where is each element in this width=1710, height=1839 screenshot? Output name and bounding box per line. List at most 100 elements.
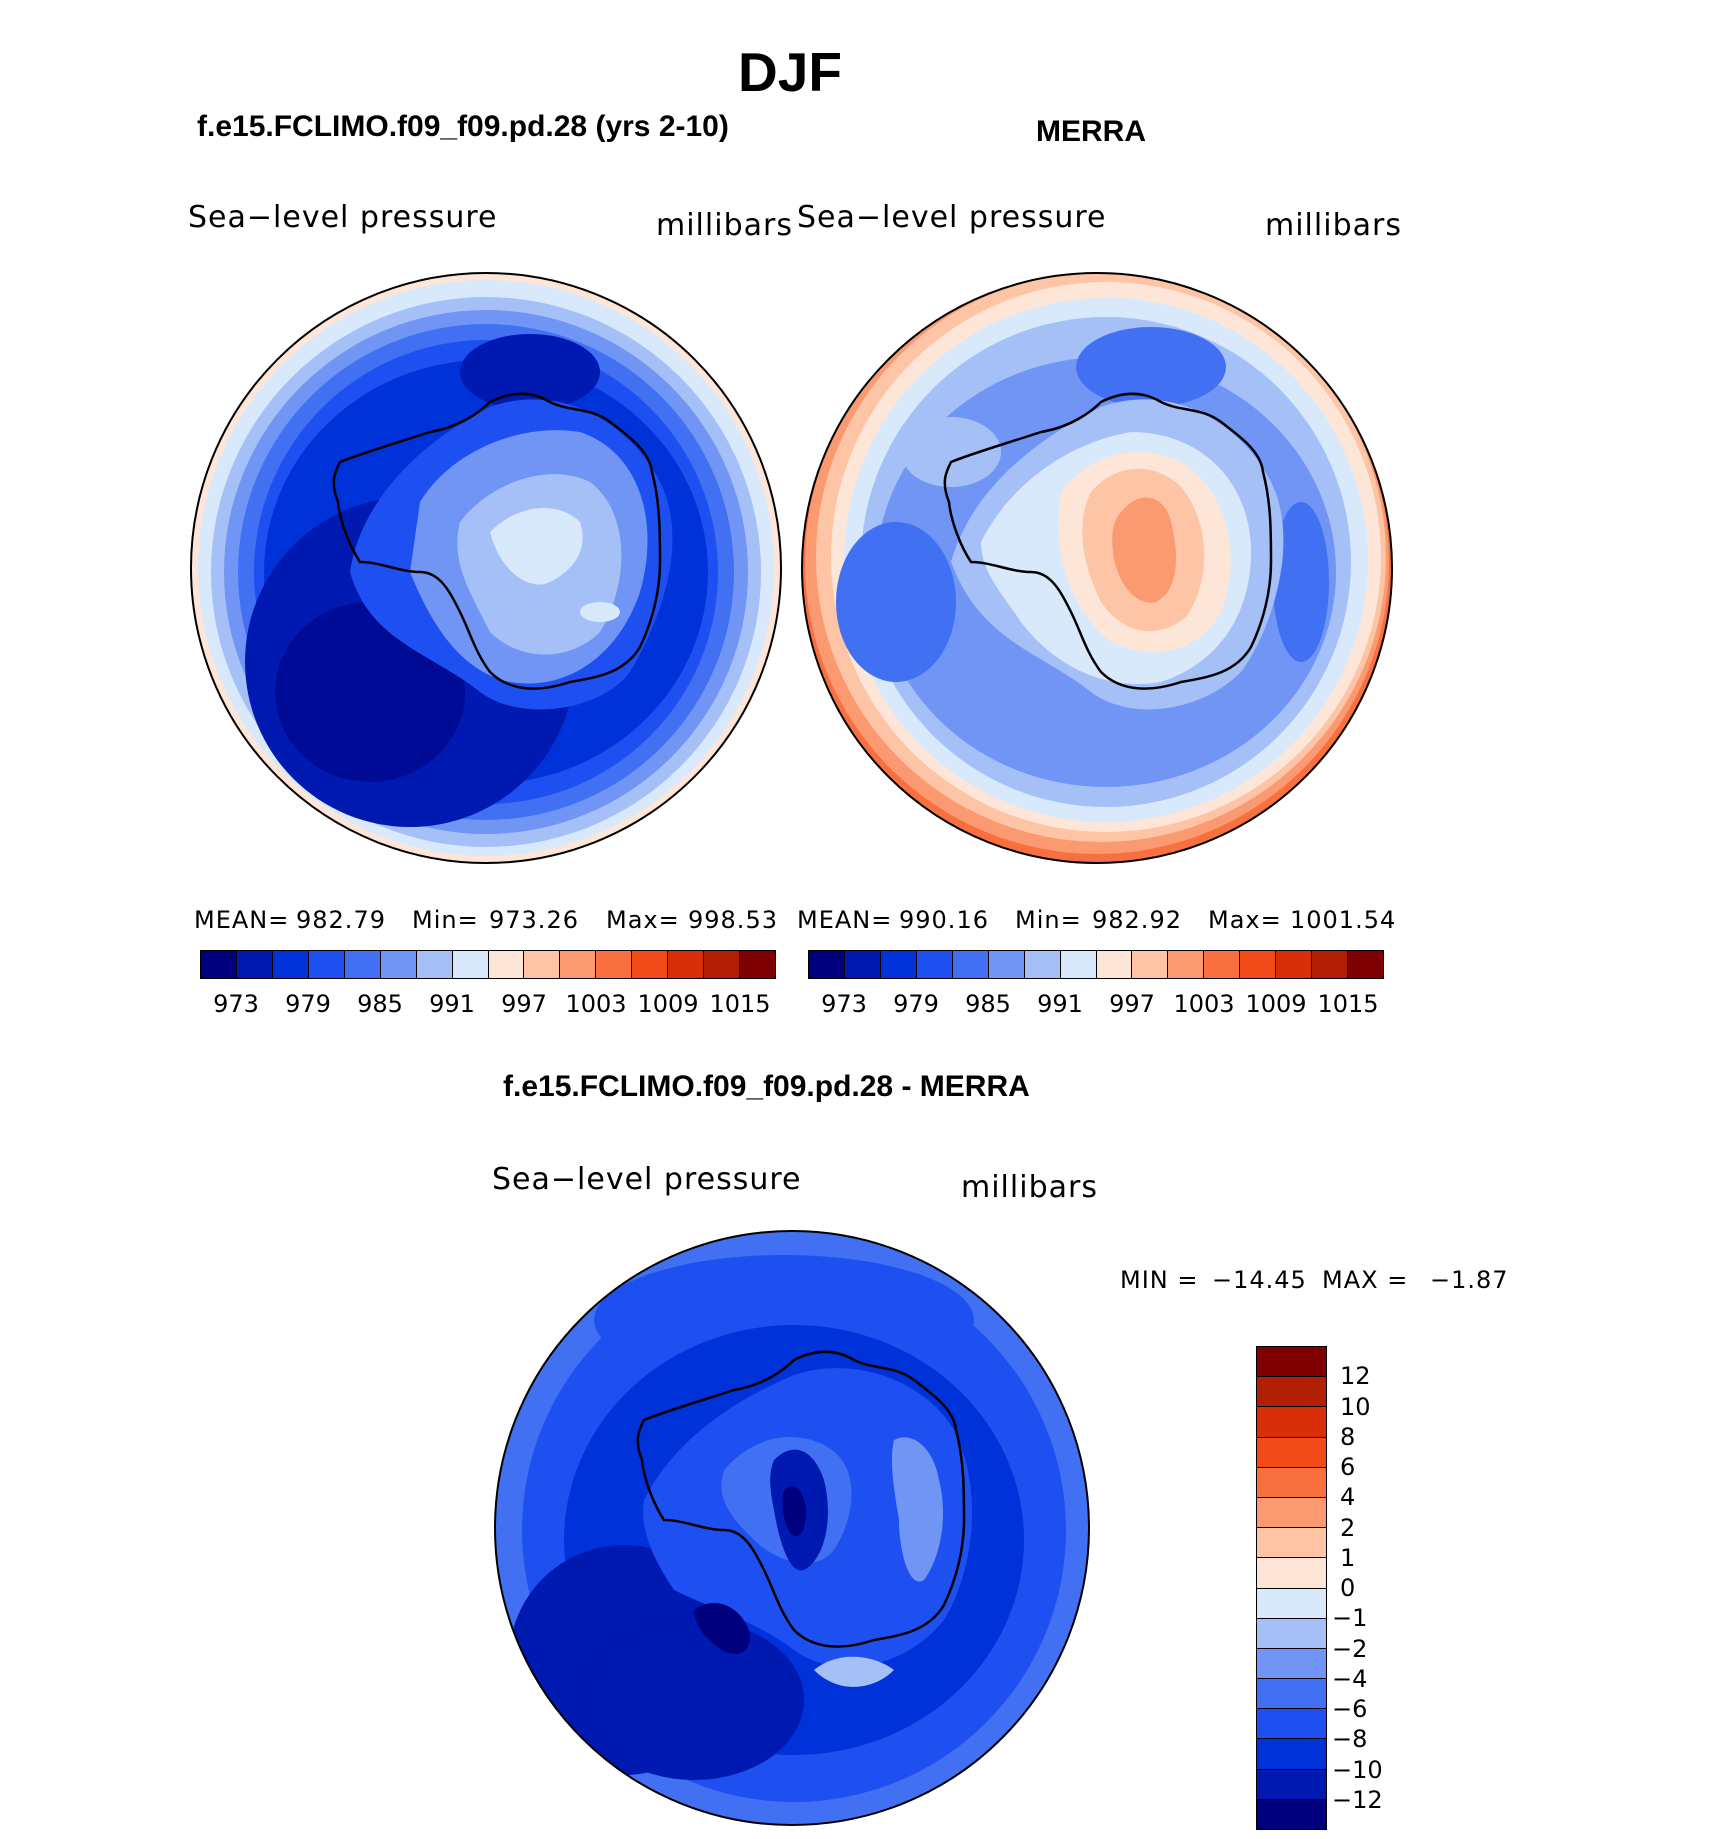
colorbar-cell — [1257, 1407, 1326, 1438]
colorbar-cell — [452, 951, 489, 978]
colorbar-cell — [1096, 951, 1133, 978]
colorbar-cell — [809, 951, 845, 978]
panel2-stats: MEAN= 990.16 Min= 982.92 Max= 1001.54 — [797, 906, 1397, 936]
colorbar-tick-label: 973 — [821, 990, 867, 1018]
colorbar-cell — [1257, 1588, 1326, 1619]
colorbar-tick-label: 991 — [429, 990, 475, 1018]
colorbar-tick-label: −2 — [1332, 1634, 1368, 1663]
colorbar-cell — [844, 951, 881, 978]
colorbar-tick-label: 1003 — [1173, 990, 1235, 1018]
colorbar-cell — [1257, 1739, 1326, 1770]
panel3-units-label: millibars — [961, 1170, 1098, 1205]
panel1-min-value: 973.26 — [489, 906, 579, 934]
colorbar-tick-label: 1 — [1340, 1543, 1356, 1572]
colorbar-cell — [952, 951, 989, 978]
colorbar-tick-label: 991 — [1037, 990, 1083, 1018]
panel2-map — [801, 272, 1393, 864]
colorbar-tick-label: 12 — [1340, 1362, 1371, 1391]
panel1-units-label: millibars — [656, 208, 793, 243]
colorbar-cell — [1257, 1467, 1326, 1498]
panel3-max-label: MAX = — [1322, 1266, 1409, 1294]
panel2-colorbar — [808, 950, 1384, 979]
colorbar-tick-label: 997 — [501, 990, 547, 1018]
colorbar-cell — [1132, 951, 1169, 978]
colorbar-tick-label: 997 — [1109, 990, 1155, 1018]
colorbar-cell — [1312, 951, 1349, 978]
panel1-colorbar — [200, 950, 776, 979]
colorbar-tick-label: 10 — [1340, 1392, 1371, 1421]
colorbar-tick-label: 1015 — [1317, 990, 1379, 1018]
colorbar-tick-label: −10 — [1332, 1755, 1383, 1784]
colorbar-tick-label: −1 — [1332, 1604, 1368, 1633]
colorbar-cell — [1257, 1377, 1326, 1408]
colorbar-tick-label: 985 — [357, 990, 403, 1018]
colorbar-tick-label: 973 — [213, 990, 259, 1018]
panel2-mean-value: 990.16 — [899, 906, 989, 934]
panel3-variable-label: Sea−level pressure — [492, 1162, 802, 1197]
panel1-min-label: Min= — [412, 906, 479, 934]
colorbar-cell — [880, 951, 917, 978]
panel3-map — [494, 1230, 1090, 1826]
panel1-max-value: 998.53 — [688, 906, 778, 934]
colorbar-cell — [1257, 1648, 1326, 1680]
panel1-map — [190, 272, 782, 864]
panel2-units-label: millibars — [1265, 208, 1402, 243]
panel2-mean-label: MEAN= — [797, 906, 893, 934]
colorbar-tick-label: 4 — [1340, 1483, 1356, 1512]
colorbar-cell — [1168, 951, 1205, 978]
colorbar-cell — [988, 951, 1025, 978]
colorbar-cell — [1257, 1618, 1326, 1649]
figure-title: DJF — [738, 41, 842, 103]
panel2-max-label: Max= — [1208, 906, 1282, 934]
colorbar-cell — [1257, 1347, 1326, 1378]
panel1-max-label: Max= — [606, 906, 680, 934]
colorbar-cell — [1257, 1769, 1326, 1800]
colorbar-cell — [740, 951, 775, 978]
colorbar-cell — [704, 951, 741, 978]
panel3-max-value: −1.87 — [1430, 1266, 1509, 1294]
colorbar-cell — [1240, 951, 1277, 978]
panel2-title: MERRA — [1036, 115, 1146, 148]
colorbar-cell — [596, 951, 633, 978]
panel3-title: f.e15.FCLIMO.f09_f09.pd.28 - MERRA — [503, 1070, 1030, 1103]
colorbar-cell — [1257, 1437, 1326, 1468]
colorbar-tick-label: 1003 — [565, 990, 627, 1018]
colorbar-cell — [1276, 951, 1313, 978]
colorbar-cell — [524, 951, 561, 978]
colorbar-tick-label: 979 — [285, 990, 331, 1018]
panel1-variable-label: Sea−level pressure — [188, 200, 498, 235]
panel3-min-value: −14.45 — [1212, 1266, 1307, 1294]
panel2-variable-label: Sea−level pressure — [797, 200, 1107, 235]
colorbar-cell — [1348, 951, 1383, 978]
colorbar-cell — [560, 951, 597, 978]
colorbar-tick-label: −6 — [1332, 1695, 1368, 1723]
colorbar-tick-label: 0 — [1340, 1574, 1356, 1602]
colorbar-tick-label: 985 — [965, 990, 1011, 1018]
panel2-colorbar-ticks: 973 979 985 991 997 1003 1009 1015 — [808, 990, 1384, 1020]
colorbar-cell — [632, 951, 669, 978]
colorbar-cell — [201, 951, 237, 978]
colorbar-cell — [1257, 1558, 1326, 1589]
colorbar-tick-label: 1015 — [709, 990, 771, 1018]
colorbar-cell — [416, 951, 453, 978]
colorbar-cell — [344, 951, 381, 978]
panel2-min-label: Min= — [1015, 906, 1082, 934]
colorbar-cell — [488, 951, 525, 978]
colorbar-tick-label: 1009 — [637, 990, 699, 1018]
colorbar-tick-label: −12 — [1332, 1785, 1383, 1814]
colorbar-cell — [1204, 951, 1241, 978]
colorbar-cell — [1060, 951, 1097, 978]
panel1-stats: MEAN= 982.79 Min= 973.26 Max= 998.53 — [194, 906, 784, 936]
colorbar-tick-label: −8 — [1332, 1725, 1368, 1754]
colorbar-cell — [236, 951, 273, 978]
colorbar-tick-label: 1009 — [1245, 990, 1307, 1018]
colorbar-cell — [916, 951, 953, 978]
colorbar-cell — [272, 951, 309, 978]
colorbar-cell — [308, 951, 345, 978]
colorbar-tick-label: 979 — [893, 990, 939, 1018]
panel1-colorbar-ticks: 973 979 985 991 997 1003 1009 1015 — [200, 990, 776, 1020]
panel2-min-value: 982.92 — [1092, 906, 1182, 934]
panel2-max-value: 1001.54 — [1290, 906, 1397, 934]
panel3-colorbar-ticks: 12 10 8 6 4 2 1 0 −1 −2 −4 −6 −8 −10 −12 — [1332, 1346, 1420, 1830]
colorbar-cell — [1257, 1679, 1326, 1710]
